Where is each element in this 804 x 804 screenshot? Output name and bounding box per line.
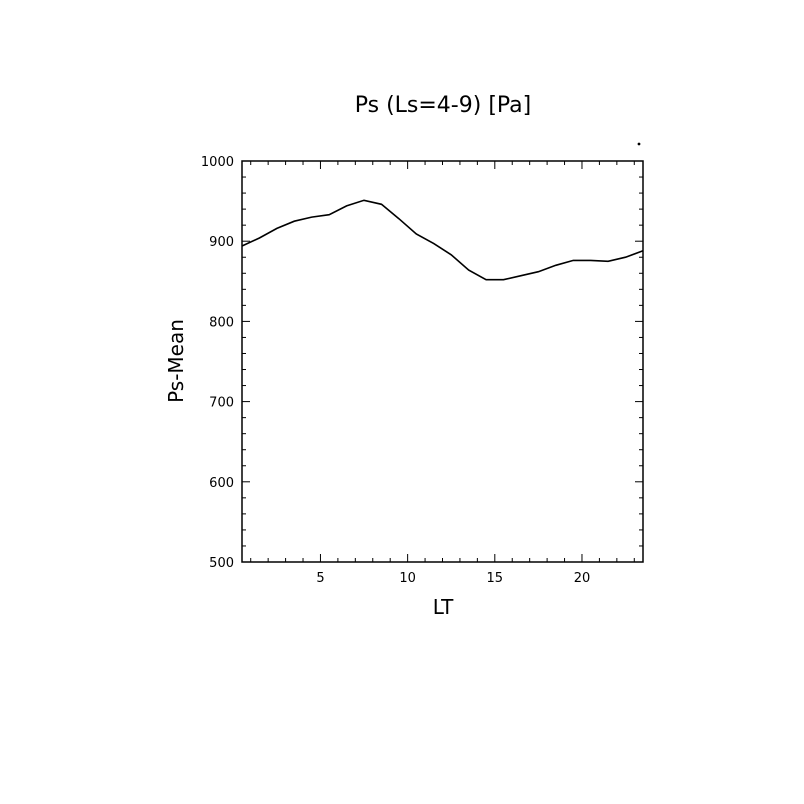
series-line	[241, 199, 644, 281]
y-tick-label: 800	[209, 315, 234, 330]
x-tick-label: 20	[574, 571, 591, 586]
y-tick-label: 900	[209, 235, 234, 250]
y-tick-label: 600	[209, 476, 234, 491]
axis-ticks	[242, 160, 643, 563]
corner-dot-marker	[637, 142, 641, 146]
x-tick-label: 15	[487, 571, 504, 586]
x-tick-label: 5	[316, 571, 324, 586]
plot-frame	[241, 160, 644, 563]
tick-labels: 5 10 15 20 500 600 700 800 900 1000	[201, 155, 590, 586]
x-axis-label: LT	[433, 595, 454, 619]
y-tick-label: 1000	[201, 155, 234, 170]
x-tick-label: 10	[399, 571, 416, 586]
y-tick-label: 700	[209, 396, 234, 411]
y-tick-label: 500	[209, 556, 234, 571]
chart-title: Ps (Ls=4-9) [Pa]	[355, 93, 532, 118]
y-axis-label: Ps-Mean	[164, 319, 188, 403]
